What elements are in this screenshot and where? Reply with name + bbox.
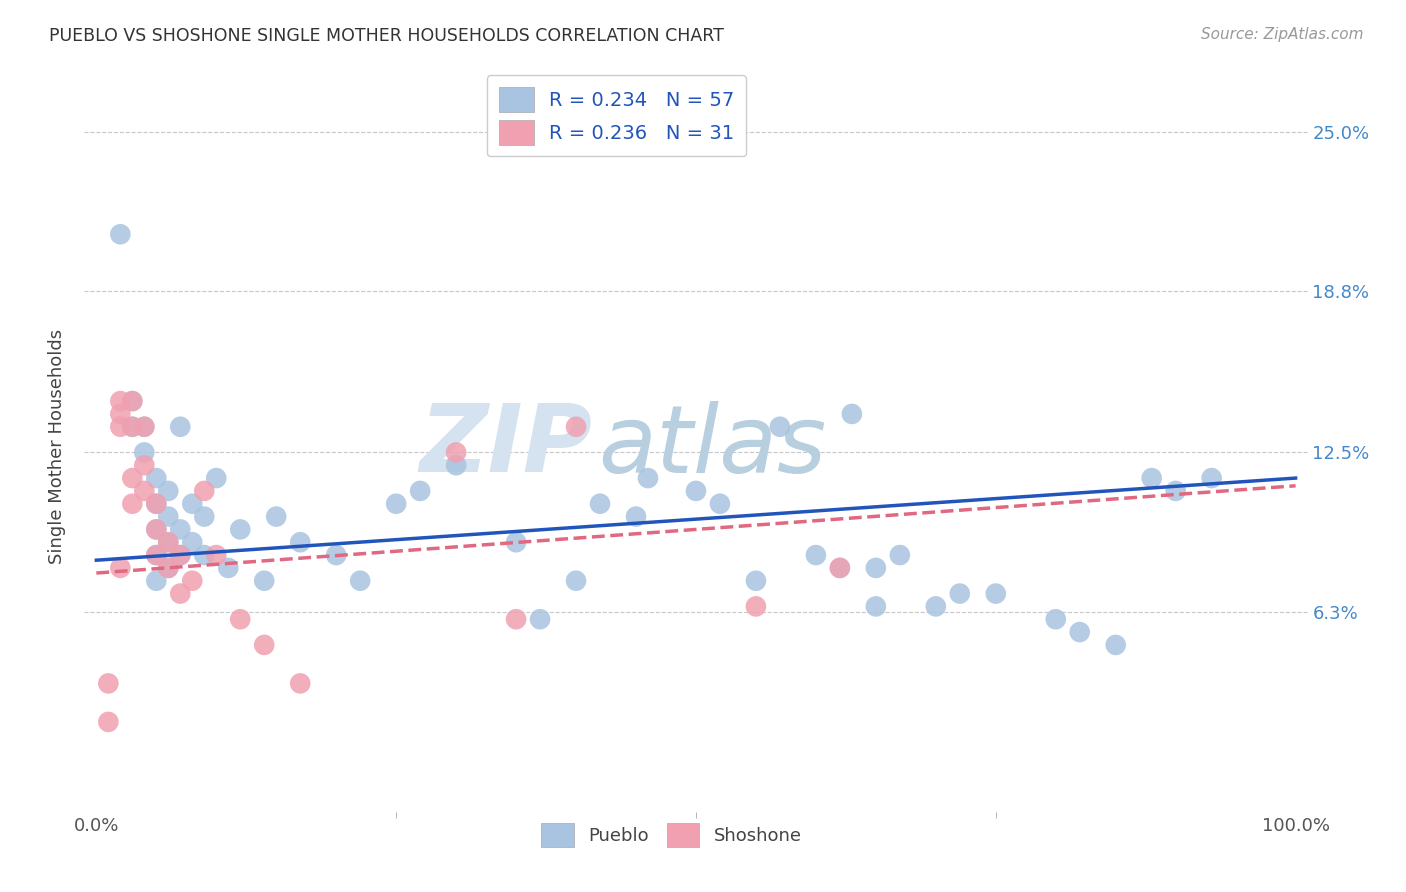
Point (290, 535, 312, 549)
Point (169, 548, 191, 562)
Point (205, 471, 228, 485)
Point (121, 471, 143, 485)
Point (865, 561, 887, 575)
Point (1201, 471, 1223, 485)
Point (169, 548, 191, 562)
Point (121, 394, 143, 409)
Point (145, 523, 167, 537)
Point (1069, 625, 1091, 640)
Point (110, 227, 132, 242)
Point (97, 676, 120, 690)
Point (444, 458, 467, 473)
Point (409, 483, 432, 498)
Point (624, 509, 647, 524)
Point (444, 445, 467, 459)
Point (505, 535, 527, 549)
Legend: Pueblo, Shoshone: Pueblo, Shoshone (534, 816, 808, 854)
Point (145, 497, 167, 511)
Point (229, 612, 252, 626)
Point (589, 497, 612, 511)
Point (97, 714, 120, 729)
Point (193, 548, 215, 562)
Point (145, 548, 167, 562)
Point (121, 497, 143, 511)
Point (134, 483, 156, 498)
Point (193, 509, 215, 524)
Point (121, 419, 143, 434)
Point (804, 548, 827, 562)
Point (217, 561, 239, 575)
Text: atlas: atlas (598, 401, 827, 491)
Point (1045, 612, 1067, 626)
Point (769, 419, 792, 434)
Point (828, 561, 851, 575)
Point (110, 561, 132, 575)
Point (121, 394, 143, 409)
Point (145, 523, 167, 537)
Point (157, 535, 180, 549)
Point (565, 574, 588, 588)
Y-axis label: Single Mother Households: Single Mother Households (48, 328, 66, 564)
Point (709, 497, 731, 511)
Point (169, 419, 191, 434)
Point (145, 548, 167, 562)
Point (181, 535, 204, 549)
Point (565, 419, 588, 434)
Point (134, 445, 156, 459)
Point (745, 574, 768, 588)
Point (134, 458, 156, 473)
Point (841, 407, 863, 421)
Point (157, 561, 180, 575)
Point (1140, 471, 1163, 485)
Point (193, 483, 215, 498)
Point (181, 497, 204, 511)
Point (949, 586, 972, 600)
Point (169, 586, 191, 600)
Point (121, 419, 143, 434)
Point (505, 612, 527, 626)
Point (889, 548, 911, 562)
Point (828, 561, 851, 575)
Text: Source: ZipAtlas.com: Source: ZipAtlas.com (1201, 27, 1364, 42)
Point (134, 419, 156, 434)
Point (157, 561, 180, 575)
Point (253, 574, 276, 588)
Point (685, 483, 707, 498)
Point (157, 509, 180, 524)
Point (181, 574, 204, 588)
Point (145, 574, 167, 588)
Point (157, 535, 180, 549)
Point (325, 548, 347, 562)
Point (1105, 638, 1128, 652)
Point (157, 483, 180, 498)
Point (145, 471, 167, 485)
Point (925, 599, 948, 614)
Point (385, 497, 408, 511)
Point (205, 548, 228, 562)
Point (349, 574, 371, 588)
Point (1164, 483, 1187, 498)
Point (110, 419, 132, 434)
Point (145, 497, 167, 511)
Text: PUEBLO VS SHOSHONE SINGLE MOTHER HOUSEHOLDS CORRELATION CHART: PUEBLO VS SHOSHONE SINGLE MOTHER HOUSEHO… (49, 27, 724, 45)
Point (865, 599, 887, 614)
Point (637, 471, 659, 485)
Point (110, 407, 132, 421)
Point (745, 599, 768, 614)
Point (110, 394, 132, 409)
Point (290, 676, 312, 690)
Point (229, 523, 252, 537)
Point (253, 638, 276, 652)
Text: ZIP: ZIP (419, 400, 592, 492)
Point (134, 419, 156, 434)
Point (529, 612, 551, 626)
Point (264, 509, 287, 524)
Point (984, 586, 1007, 600)
Point (169, 523, 191, 537)
